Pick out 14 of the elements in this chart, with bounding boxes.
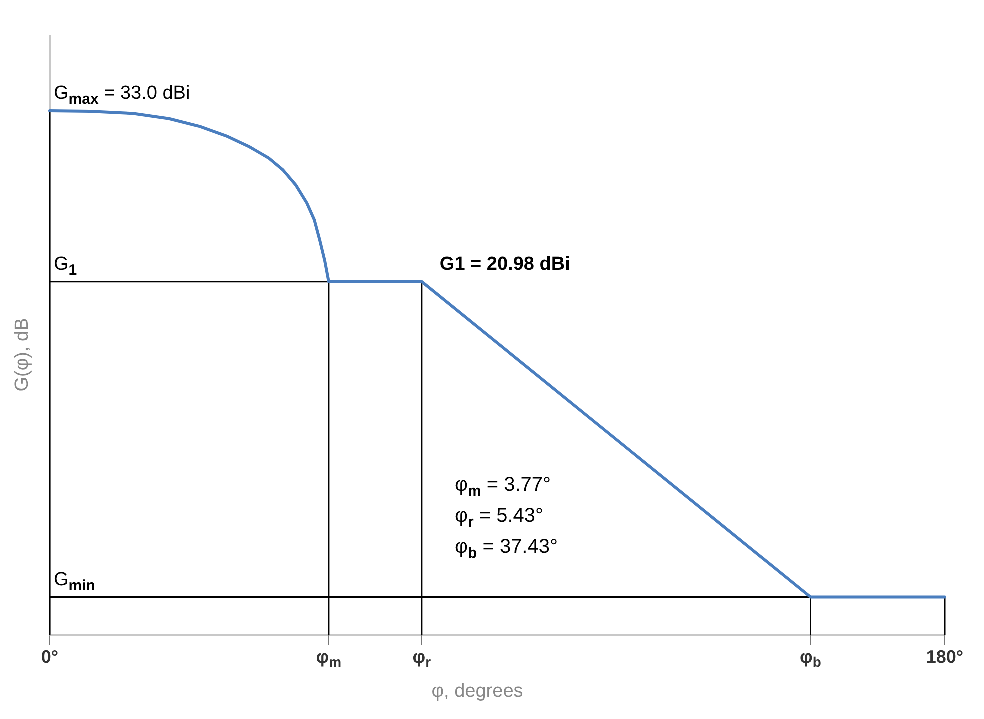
x-axis-title: φ, degrees <box>432 681 524 702</box>
annotation: G1 = 20.98 dBi <box>440 254 570 275</box>
annotation: φ$_{b}$ = 37.43° <box>455 536 558 562</box>
annotation: G$_{min}$ <box>54 569 96 594</box>
x-tick-label: 0° <box>41 647 59 667</box>
y-axis-title: G(φ), dB <box>12 318 33 392</box>
x-tick-label: φ$_{b}$ <box>800 647 822 670</box>
x-tick-label: φ$_{m}$ <box>316 647 342 670</box>
annotation: φ$_{r}$ = 5.43° <box>455 505 544 530</box>
annotation: G$_{max}$ = 33.0 dBi <box>54 83 190 108</box>
x-tick-label: 180° <box>926 647 964 667</box>
annotation: G$_{1}$ <box>54 254 78 278</box>
x-tick-label: φ$_{r}$ <box>412 647 432 670</box>
annotation: φ$_{m}$ = 3.77° <box>455 474 552 500</box>
